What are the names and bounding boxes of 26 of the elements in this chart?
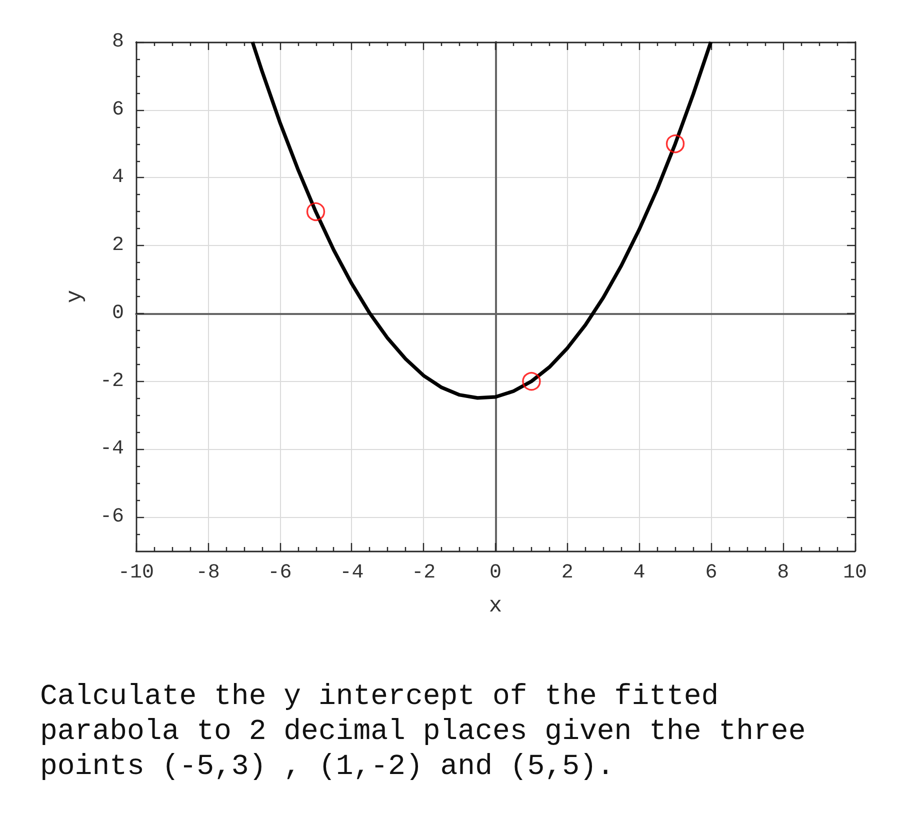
y-tick-label: -6 — [100, 506, 124, 529]
x-tick-label: -2 — [412, 562, 436, 584]
x-tick-label: -10 — [118, 562, 154, 584]
x-tick-label: 0 — [489, 562, 502, 584]
x-tick-label: 6 — [705, 562, 718, 584]
line-series — [250, 40, 713, 400]
y-tick-label: 6 — [112, 98, 124, 122]
x-tick-label: -8 — [196, 562, 220, 584]
text: Calculate the y intercept of the fitted parabola to 2 decimal places given the three points (-5,3) , (1,-2) and (5,5). — [40, 679, 807, 784]
y-tick-label: -2 — [100, 370, 124, 393]
x-tick-label: 4 — [633, 562, 646, 584]
y-axis-title: y — [62, 290, 88, 304]
x-tick-label: -4 — [340, 562, 364, 584]
y-tick-label: 8 — [112, 30, 124, 54]
point — [666, 134, 685, 154]
x-tick-label: 10 — [842, 562, 868, 584]
x-tick-label: 2 — [561, 562, 574, 584]
x-tick-label: 8 — [777, 562, 790, 584]
point — [306, 202, 326, 222]
point — [522, 372, 541, 391]
y-tick-label: 4 — [112, 166, 124, 190]
y-tick-label: 0 — [112, 302, 124, 325]
y-tick-label: 2 — [112, 234, 124, 258]
x-tick-label: -6 — [268, 562, 292, 584]
x-axis-title: x — [488, 594, 502, 618]
y-tick-label: -4 — [100, 438, 124, 461]
